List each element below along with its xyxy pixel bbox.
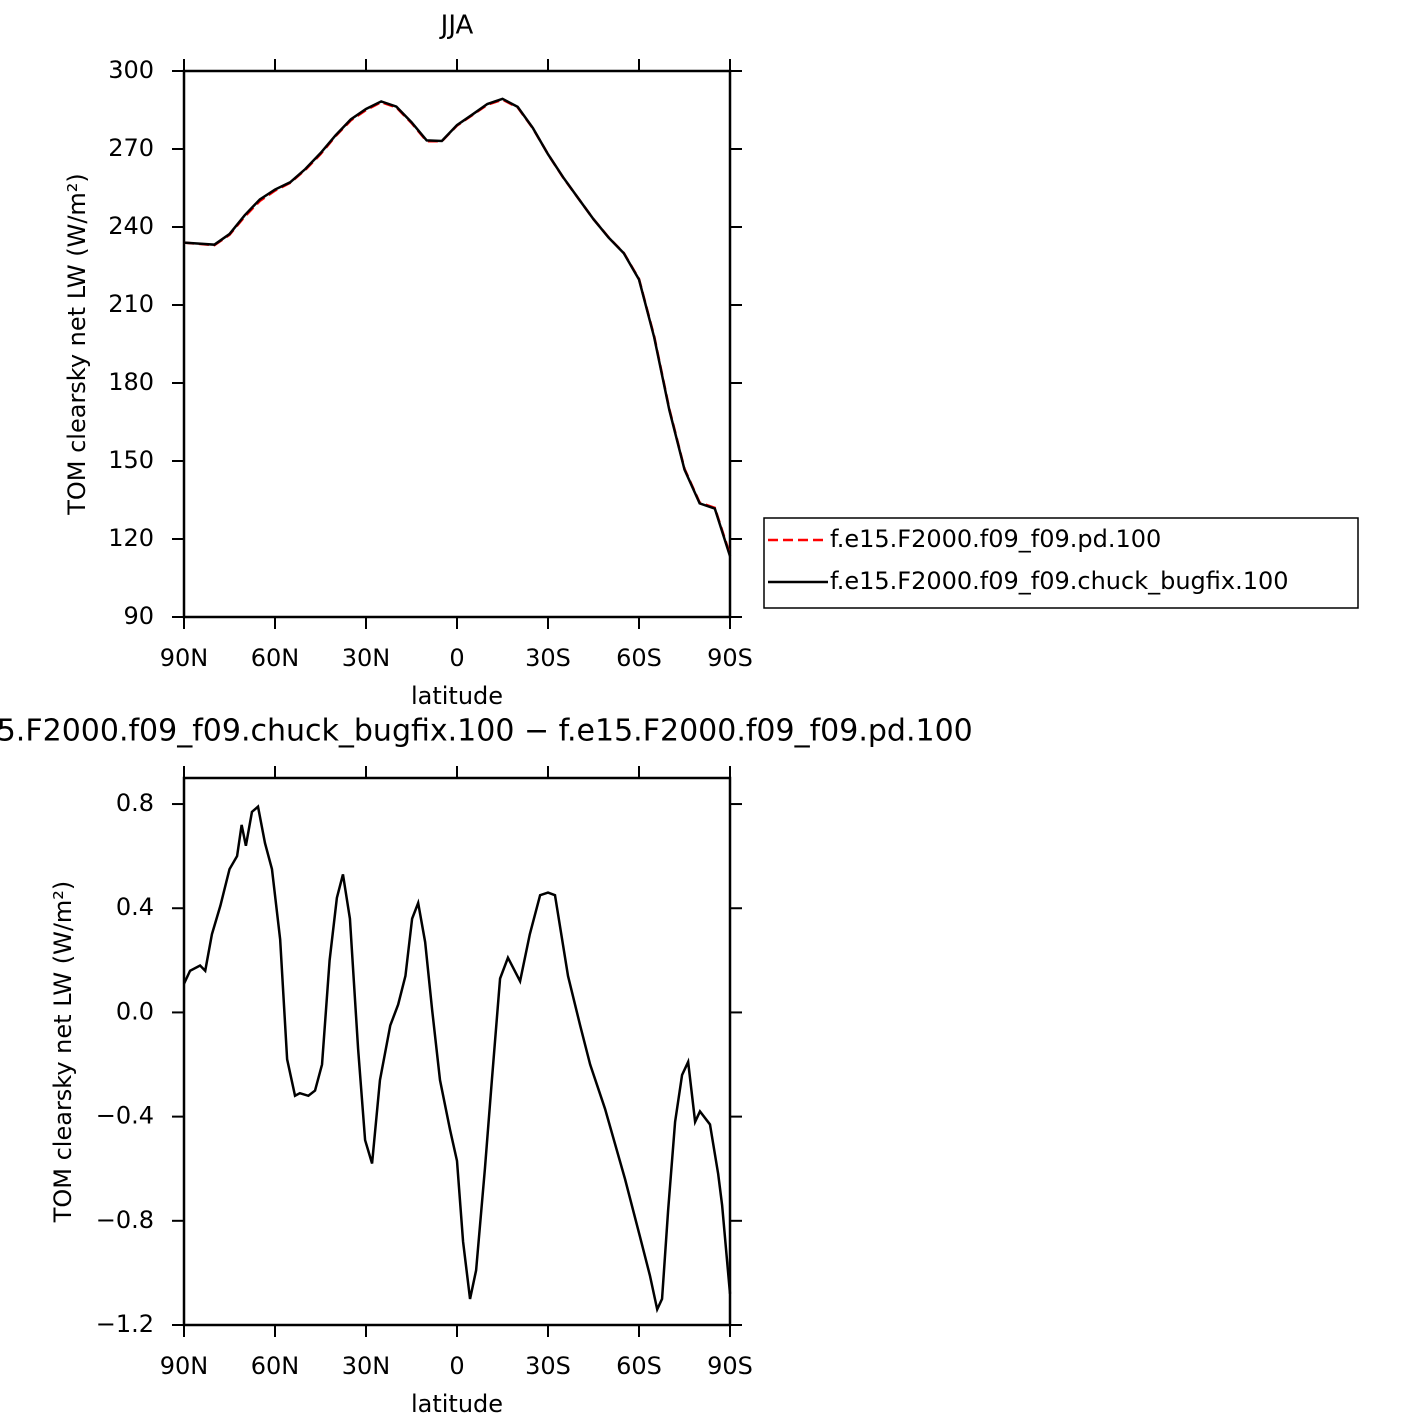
y-tick-label: 300 bbox=[108, 56, 154, 84]
legend-label: f.e15.F2000.f09_f09.pd.100 bbox=[830, 525, 1161, 553]
x-tick-label: 30S bbox=[525, 1352, 571, 1380]
x-tick-label: 0 bbox=[449, 644, 464, 672]
y-tick-label: 90 bbox=[123, 602, 154, 630]
x-tick-label: 90N bbox=[160, 644, 209, 672]
plot-frame bbox=[182, 69, 732, 619]
x-axis-label: latitude bbox=[411, 682, 503, 710]
plot-frame bbox=[182, 776, 732, 1327]
y-tick-label: −0.8 bbox=[96, 1206, 154, 1234]
x-tick-label: 60N bbox=[251, 644, 300, 672]
x-tick-label: 60S bbox=[616, 1352, 662, 1380]
y-tick-label: −0.4 bbox=[96, 1102, 154, 1130]
x-tick-label: 30N bbox=[342, 644, 391, 672]
y-axis-label: TOM clearsky net LW (W/m²) bbox=[49, 881, 77, 1224]
x-tick-label: 60S bbox=[616, 644, 662, 672]
chart-title: f.e15.F2000.f09_f09.chuck_bugfix.100 − f… bbox=[0, 714, 973, 749]
x-tick-label: 60N bbox=[251, 1352, 300, 1380]
y-tick-label: 270 bbox=[108, 134, 154, 162]
y-tick-label: 210 bbox=[108, 290, 154, 318]
x-axis-label: latitude bbox=[411, 1390, 503, 1418]
y-tick-label: 0.4 bbox=[116, 893, 154, 921]
data-line bbox=[183, 97, 732, 557]
x-tick-label: 0 bbox=[449, 1352, 464, 1380]
data-line bbox=[183, 98, 732, 555]
x-tick-label: 30S bbox=[525, 644, 571, 672]
y-tick-label: 0.8 bbox=[116, 789, 154, 817]
x-tick-label: 30N bbox=[342, 1352, 391, 1380]
chart-title: JJA bbox=[439, 11, 474, 41]
legend: f.e15.F2000.f09_f09.pd.100 f.e15.F2000.f0… bbox=[763, 517, 1359, 609]
legend-box bbox=[763, 517, 1359, 609]
y-tick-label: −1.2 bbox=[96, 1310, 154, 1338]
x-tick-label: 90S bbox=[707, 644, 753, 672]
y-tick-label: 0.0 bbox=[116, 997, 154, 1025]
y-tick-label: 150 bbox=[108, 446, 154, 474]
y-tick-label: 240 bbox=[108, 212, 154, 240]
chart-panel: f.e15.F2000.f09_f09.chuck_bugfix.100 − f… bbox=[0, 714, 973, 1419]
x-tick-label: 90N bbox=[160, 1352, 209, 1380]
y-axis-label: TOM clearsky net LW (W/m²) bbox=[63, 173, 91, 516]
y-tick-label: 180 bbox=[108, 368, 154, 396]
legend-label: f.e15.F2000.f09_f09.chuck_bugfix.100 bbox=[830, 567, 1289, 595]
chart-panel: JJA latitude TOM clearsky net LW (W/m²) 90 1… bbox=[63, 11, 1359, 710]
x-tick-label: 90S bbox=[707, 1352, 753, 1380]
y-tick-label: 120 bbox=[108, 524, 154, 552]
data-line bbox=[182, 804, 732, 1314]
